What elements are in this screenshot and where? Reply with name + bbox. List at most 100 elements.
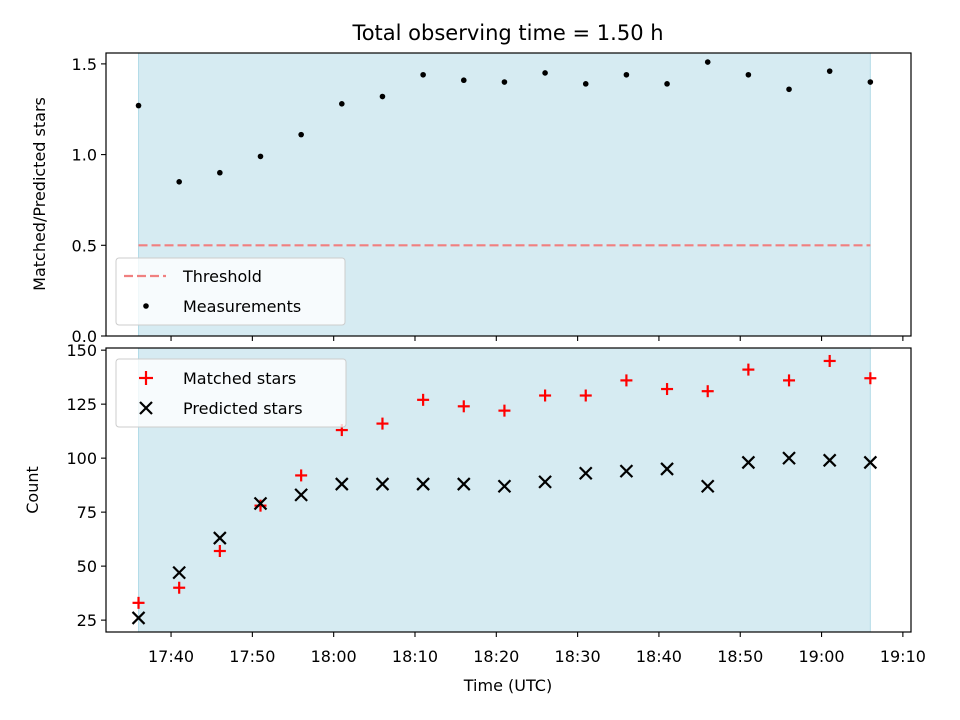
ratio-panel-frame — [105, 52, 912, 337]
count-x-tick-label: 19:00 — [799, 647, 845, 666]
matched-stars-point — [701, 385, 714, 398]
measurement-point — [664, 81, 670, 87]
matched-stars-series — [132, 354, 877, 609]
count-x-axis-label: Time (UTC) — [463, 676, 552, 695]
measurements-legend-swatch — [143, 303, 149, 309]
matched-stars-point — [457, 400, 470, 413]
count-y-tick-label: 125 — [66, 395, 97, 414]
measurement-point — [257, 153, 264, 160]
measurement-point — [217, 169, 223, 176]
matched-stars-point — [295, 469, 308, 482]
matched-stars-point — [783, 374, 796, 387]
count-y-axis: 25 50 75 100 125 150 — [66, 341, 106, 630]
count-x-tick-label: 19:10 — [880, 647, 926, 666]
predicted-stars-point — [456, 477, 471, 491]
predicted-stars-point — [863, 455, 878, 470]
measurements-legend-label: Measurements — [183, 297, 301, 316]
matched-stars-point — [742, 363, 755, 376]
matched-stars-legend-label: Matched stars — [183, 369, 296, 388]
predicted-stars-point — [416, 477, 430, 491]
count-x-tick-label: 17:50 — [229, 647, 275, 666]
measurement-point — [867, 79, 874, 85]
count-x-tick-label: 18:00 — [311, 647, 357, 666]
count-x-tick-label: 18:10 — [392, 647, 438, 666]
count-panel: 25 50 75 100 125 150 17:40 17:50 18:00 18:10 18:2… — [23, 341, 926, 695]
measurement-point — [826, 68, 833, 74]
measurement-point — [420, 71, 426, 78]
ratio-y-axis: 0.0 0.5 1.0 1.5 — [72, 55, 106, 346]
matched-stars-point — [823, 354, 836, 367]
ratio-y-tick-label: 1.0 — [72, 146, 97, 165]
count-y-tick-label: 100 — [66, 449, 97, 468]
count-y-tick-label: 50 — [77, 557, 97, 576]
measurements-series — [135, 59, 874, 185]
measurement-point — [745, 71, 752, 78]
predicted-stars-point — [294, 488, 308, 502]
measurement-point — [704, 59, 711, 65]
measurement-point — [786, 86, 792, 93]
measurement-point — [339, 100, 345, 107]
count-x-tick-label: 18:30 — [555, 647, 601, 666]
measurement-point — [176, 179, 182, 185]
measurement-point — [501, 79, 508, 85]
measurement-point — [542, 70, 548, 76]
matched-stars-point — [213, 545, 226, 558]
measurement-point — [623, 71, 630, 78]
predicted-stars-point — [213, 531, 227, 545]
count-x-tick-label: 18:50 — [717, 647, 763, 666]
ratio-y-axis-label: Matched/Predicted stars — [30, 97, 49, 291]
matched-stars-point — [539, 389, 552, 402]
ratio-legend: Threshold Measurements — [115, 257, 346, 326]
matched-stars-legend-swatch — [139, 371, 153, 385]
matched-stars-point — [376, 417, 389, 430]
matched-stars-point — [498, 404, 511, 417]
predicted-stars-point — [578, 466, 593, 481]
ratio-panel: 0.0 0.5 1.0 1.5 Matched/Predicted stars Thr… — [30, 52, 912, 346]
predicted-stars-point — [822, 453, 837, 468]
predicted-stars-point — [375, 477, 390, 491]
predicted-stars-point — [782, 451, 796, 465]
measurement-point — [460, 77, 467, 84]
count-x-tick-label: 18:20 — [473, 647, 519, 666]
predicted-stars-legend-swatch — [139, 401, 153, 415]
predicted-stars-series — [131, 451, 878, 625]
chart-title: Total observing time = 1.50 h — [351, 21, 663, 45]
matched-stars-point — [661, 383, 674, 396]
predicted-stars-point — [497, 479, 512, 493]
ratio-y-tick-label: 0.5 — [72, 236, 97, 255]
measurement-point — [379, 93, 386, 100]
matched-stars-point — [579, 389, 592, 402]
predicted-stars-point — [131, 611, 146, 625]
matched-stars-point — [864, 372, 877, 385]
predicted-stars-point — [538, 475, 552, 489]
matched-stars-point — [132, 596, 145, 609]
count-legend: Matched stars Predicted stars — [115, 358, 347, 428]
count-panel-frame — [105, 347, 912, 633]
measurement-point — [582, 81, 589, 87]
count-y-axis-label: Count — [23, 466, 42, 514]
count-x-tick-label: 17:40 — [148, 647, 194, 666]
measurement-point — [298, 131, 304, 138]
predicted-stars-point — [253, 496, 268, 511]
predicted-stars-point — [335, 477, 349, 491]
threshold-legend-label: Threshold — [182, 267, 262, 286]
count-x-axis: 17:40 17:50 18:00 18:10 18:20 18:30 18:40 18:50… — [148, 632, 926, 666]
matched-stars-point — [254, 499, 267, 512]
count-x-tick-label: 18:40 — [636, 647, 682, 666]
ratio-y-tick-label: 0.0 — [72, 327, 97, 346]
matched-stars-point — [173, 581, 186, 594]
predicted-stars-point — [700, 479, 715, 493]
predicted-stars-legend-label: Predicted stars — [183, 399, 303, 418]
count-y-tick-label: 25 — [77, 611, 97, 630]
matched-stars-point — [620, 374, 633, 387]
predicted-stars-point — [741, 455, 756, 470]
count-y-tick-label: 150 — [66, 341, 97, 360]
predicted-stars-point — [660, 462, 674, 476]
count-y-tick-label: 75 — [77, 503, 97, 522]
measurement-point — [135, 102, 142, 109]
matched-stars-point — [417, 393, 430, 406]
ratio-legend-box — [115, 257, 346, 326]
ratio-x-axis — [170, 336, 904, 341]
predicted-stars-point — [619, 464, 634, 478]
